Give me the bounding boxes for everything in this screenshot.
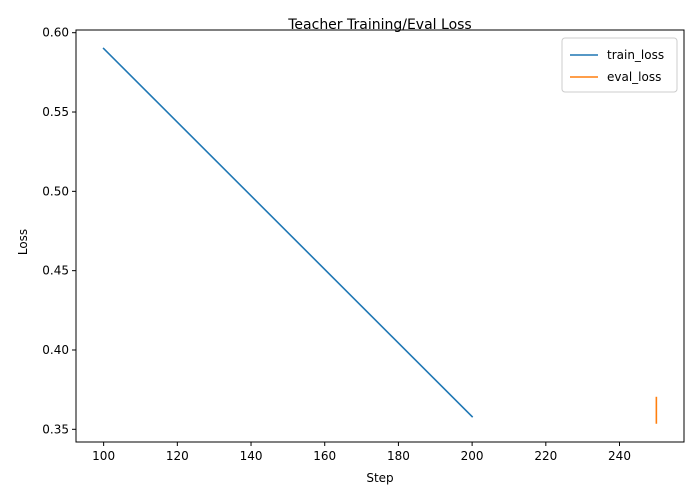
legend-label-eval-loss: eval_loss [607,70,661,84]
series-layer [102,47,658,424]
chart-title: Teacher Training/Eval Loss [287,17,471,33]
x-tick-label: 160 [313,449,336,463]
y-tick-label: 0.40 [42,343,69,357]
legend-box [561,37,678,93]
x-tick-label: 200 [461,449,484,463]
y-tick-label: 0.35 [42,422,69,436]
legend: train_loss eval_loss [561,37,678,93]
y-tick-label: 0.60 [42,26,69,40]
series-line-train-loss [102,47,474,418]
x-tick-label: 120 [166,449,189,463]
plot-frame [75,29,685,443]
x-tick-label: 100 [92,449,115,463]
x-tick-label: 140 [240,449,263,463]
y-tick-label: 0.50 [42,184,69,198]
x-tick-label: 240 [608,449,631,463]
y-tick-label: 0.45 [42,264,69,278]
y-axis: 0.35 0.40 0.45 0.50 0.55 0.60 [42,26,76,436]
legend-label-train-loss: train_loss [607,48,664,62]
x-tick-label: 220 [534,449,557,463]
x-tick-label: 180 [387,449,410,463]
x-axis: 100 120 140 160 180 200 220 240 [92,442,631,463]
plot-area [75,29,685,443]
x-axis-label: Step [366,471,393,485]
y-axis-label: Loss [16,229,30,255]
y-tick-label: 0.55 [42,105,69,119]
